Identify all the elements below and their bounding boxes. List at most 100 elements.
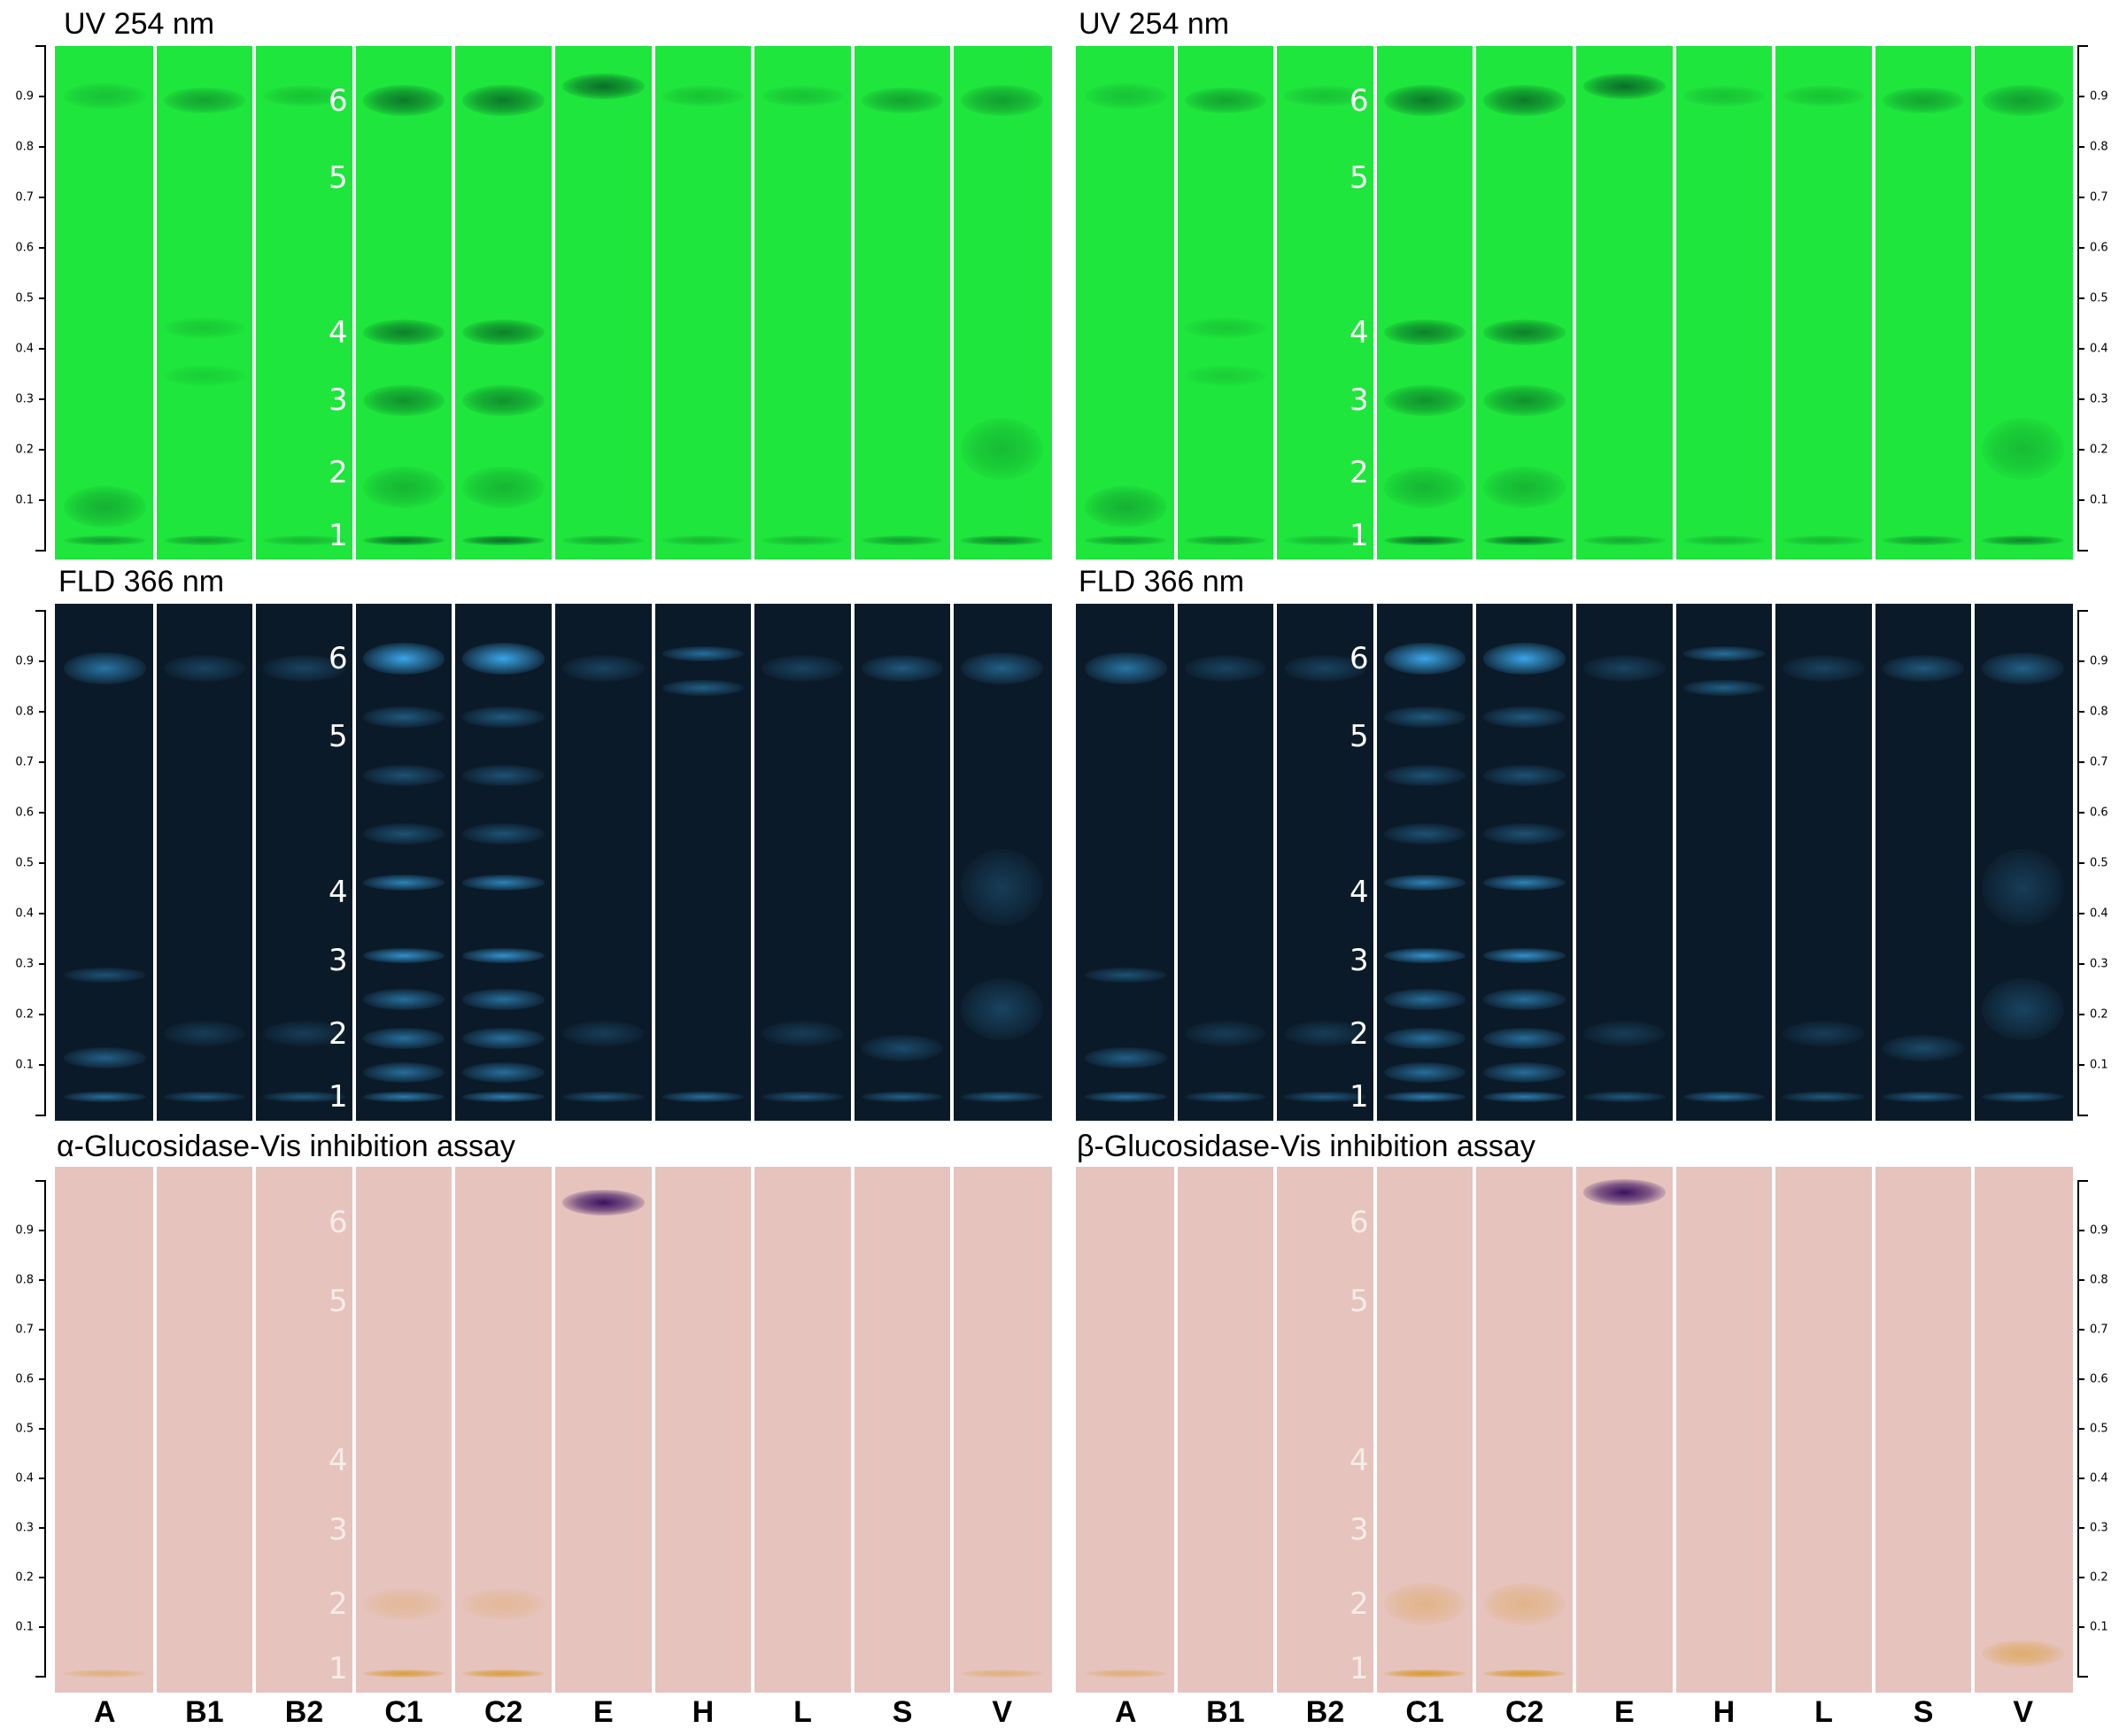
- rf-tick: [39, 348, 46, 350]
- lane-a: [55, 604, 155, 1121]
- band: [961, 848, 1043, 927]
- zone-label-6: 6: [1349, 1204, 1369, 1240]
- track-label-a: A: [1115, 1695, 1137, 1729]
- band: [1583, 535, 1666, 546]
- lane-separator: [1871, 604, 1875, 1121]
- fld-left-title: FLD 366 nm: [58, 565, 225, 598]
- lane-b2: [254, 604, 354, 1121]
- rf-tick: [39, 1064, 46, 1066]
- band: [1284, 85, 1366, 106]
- band: [462, 1669, 545, 1678]
- lane-separator: [1871, 46, 1875, 559]
- rf-tick: [39, 711, 46, 713]
- lane-a: [1076, 46, 1176, 559]
- rf-tick: [2077, 1527, 2084, 1529]
- band: [64, 82, 146, 109]
- rf-tick: [39, 761, 46, 763]
- lane-separator: [1373, 1167, 1377, 1693]
- zone-label-6: 6: [328, 1204, 348, 1240]
- rf-tick: [2077, 348, 2084, 350]
- rf-tick-label: 0.2: [2090, 1007, 2108, 1022]
- band: [163, 88, 246, 114]
- band: [362, 85, 445, 117]
- band: [762, 1092, 844, 1102]
- track-label-v: V: [992, 1695, 1013, 1729]
- rf-tick: [2077, 1064, 2084, 1066]
- band: [64, 1047, 146, 1069]
- lane-v: [952, 604, 1052, 1121]
- rf-tick: [39, 96, 46, 97]
- lane-b2: [254, 46, 354, 559]
- rf-tick: [35, 1115, 46, 1116]
- band: [362, 875, 445, 891]
- band: [961, 418, 1043, 480]
- band: [762, 1020, 844, 1047]
- lane-separator: [152, 1167, 157, 1693]
- rf-tick: [2077, 1279, 2084, 1281]
- band: [961, 652, 1043, 684]
- lane-separator: [1772, 604, 1776, 1121]
- band: [163, 655, 246, 682]
- lane-l: [1774, 1167, 1874, 1693]
- rf-tick: [35, 1676, 46, 1678]
- zone-label-5: 5: [328, 1284, 348, 1320]
- rf-tick-label: 0.2: [2090, 1570, 2108, 1585]
- lane-separator: [1473, 46, 1477, 559]
- rf-tick: [2077, 96, 2084, 97]
- fld-366-plate-left: 1 2 3 4 5 6: [55, 604, 1052, 1121]
- rf-tick: [2077, 1014, 2084, 1015]
- rf-tick: [2077, 45, 2088, 47]
- uv-left-title: UV 254 nm: [64, 7, 215, 41]
- band: [1184, 1092, 1267, 1102]
- rf-tick: [2077, 660, 2084, 662]
- band: [961, 535, 1043, 546]
- band: [1583, 1020, 1666, 1047]
- rf-tick-label: 0.6: [2090, 1372, 2108, 1386]
- band: [462, 320, 545, 346]
- band: [362, 947, 445, 964]
- rf-tick: [35, 550, 46, 552]
- rf-tick: [35, 45, 46, 47]
- lane-c2: [453, 604, 553, 1121]
- zone-label-4: 4: [328, 1442, 348, 1478]
- lane-b1: [1176, 604, 1276, 1121]
- lane-h: [1674, 604, 1775, 1121]
- track-label-s: S: [1913, 1695, 1934, 1729]
- lane-c1: [354, 46, 454, 559]
- band: [362, 823, 445, 845]
- rf-tick-label: 0.7: [15, 1323, 34, 1337]
- lane-h: [653, 46, 754, 559]
- rf-scale-fld-left: 0.1 0.2 0.3 0.4 0.5 0.6 0.7 0.8 0.9: [15, 610, 46, 1116]
- rf-tick-label: 0.1: [15, 493, 34, 507]
- uv-254-plate-right: 1 2 3 4 5 6: [1076, 46, 2073, 559]
- lane-separator: [352, 604, 356, 1121]
- band: [163, 366, 246, 387]
- rf-tick: [39, 247, 46, 249]
- zone-label-3: 3: [328, 1512, 348, 1547]
- band: [64, 967, 146, 984]
- rf-tick-label: 0.5: [2090, 856, 2108, 870]
- rf-tick-label: 0.6: [2090, 241, 2108, 255]
- lane-separator: [651, 1167, 655, 1693]
- track-label-b1: B1: [185, 1695, 224, 1729]
- track-label-c1: C1: [1405, 1695, 1444, 1729]
- lane-separator: [1672, 46, 1676, 559]
- rf-tick-label: 0.9: [2090, 1223, 2108, 1238]
- band: [1882, 535, 1965, 546]
- lane-separator: [152, 604, 157, 1121]
- lane-separator: [751, 604, 755, 1121]
- band: [362, 320, 445, 346]
- rf-tick: [39, 1428, 46, 1430]
- band: [1483, 875, 1566, 891]
- band: [1383, 643, 1466, 675]
- zone-label-5: 5: [1349, 1284, 1369, 1320]
- band: [1284, 1020, 1366, 1047]
- band: [1184, 535, 1267, 546]
- rf-tick-label: 0.4: [2090, 1471, 2108, 1485]
- rf-tick: [2077, 761, 2084, 763]
- alpha-vis-title: α-Glucosidase-Vis inhibition assay: [57, 1130, 515, 1163]
- band: [1483, 535, 1566, 546]
- rf-tick: [2077, 197, 2084, 198]
- band: [263, 535, 345, 546]
- lane-e: [1574, 1167, 1674, 1693]
